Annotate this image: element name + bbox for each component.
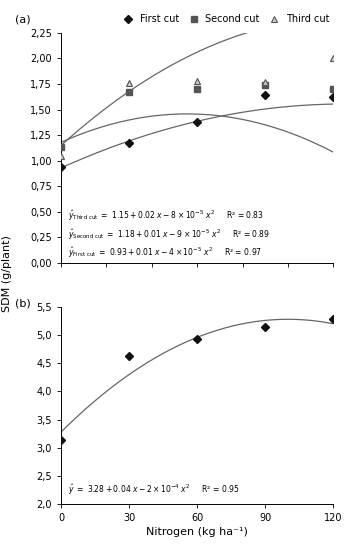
Text: $\hat{y}_{\mathregular{Third\ cut}}$$\ =\ 1.15 + 0.02\ x - 8\times10^{-5}\ x^2$$: $\hat{y}_{\mathregular{Third\ cut}}$$\ =… — [68, 209, 264, 223]
Text: $\hat{y}_{\mathregular{First\ cut}}$$\ =\ 0.93 + 0.01\ x - 4\times10^{-5}\ x^2$$: $\hat{y}_{\mathregular{First\ cut}}$$\ =… — [68, 246, 262, 260]
Text: (b): (b) — [15, 299, 31, 309]
X-axis label: Nitrogen (kg ha⁻¹): Nitrogen (kg ha⁻¹) — [146, 527, 248, 538]
Text: $\hat{y}\ =\ 3.28 + 0.04\ x - 2\times10^{-4}\ x^2$     R² = 0.95: $\hat{y}\ =\ 3.28 + 0.04\ x - 2\times10^… — [68, 483, 239, 498]
Text: $\hat{y}_{\mathregular{Second\ cut}}$$\ =\ 1.18 + 0.01\ x - 9\times10^{-5}\ x^2$: $\hat{y}_{\mathregular{Second\ cut}}$$\ … — [68, 227, 270, 242]
Text: (a): (a) — [15, 14, 30, 25]
Legend: First cut, Second cut, Third cut: First cut, Second cut, Third cut — [114, 10, 333, 28]
Text: SDM (g/plant): SDM (g/plant) — [2, 236, 12, 312]
